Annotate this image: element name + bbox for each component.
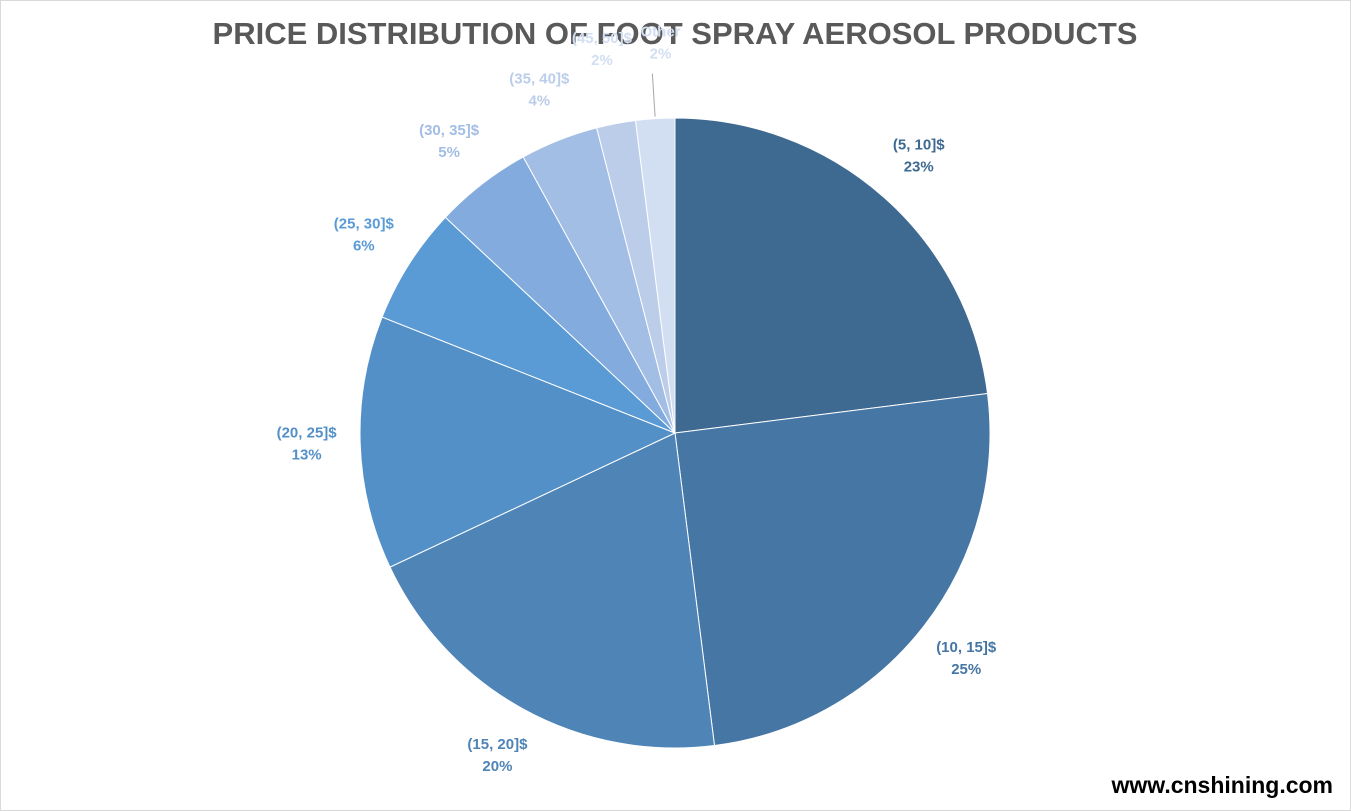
pie-slice <box>359 316 677 568</box>
pie-slice <box>634 117 676 434</box>
data-label-value: 5% <box>438 144 460 161</box>
data-label-value: 2% <box>591 52 613 69</box>
leader-line <box>651 73 656 117</box>
data-label-category: (5, 10]$ <box>893 137 945 154</box>
data-label-category: (45, 50]$ <box>572 30 633 47</box>
data-label-value: 4% <box>528 92 550 109</box>
data-label-value: 13% <box>292 447 322 464</box>
data-label-value: 25% <box>951 661 981 678</box>
pie-slice <box>674 392 991 747</box>
chart-title: PRICE DISTRIBUTION OF FOOT SPRAY AEROSOL… <box>213 16 1138 51</box>
data-label-category: Other <box>641 24 681 41</box>
data-label-category: (30, 35]$ <box>419 122 480 139</box>
data-label-category: (20, 25]$ <box>277 425 338 442</box>
data-label-value: 23% <box>904 159 934 176</box>
data-label-value: 20% <box>482 758 512 775</box>
pie-slice <box>389 432 716 749</box>
pie-slice <box>674 117 989 434</box>
data-label-category: (10, 15]$ <box>936 639 997 656</box>
data-label-category: (35, 40]$ <box>509 70 570 87</box>
data-label-value: 2% <box>650 46 672 63</box>
watermark: www.cnshining.com <box>1111 772 1334 798</box>
pie-slice <box>381 216 676 434</box>
data-label-category: (25, 30]$ <box>334 215 395 232</box>
data-label-value: 6% <box>353 237 375 254</box>
data-label-category: (15, 20]$ <box>467 736 528 753</box>
